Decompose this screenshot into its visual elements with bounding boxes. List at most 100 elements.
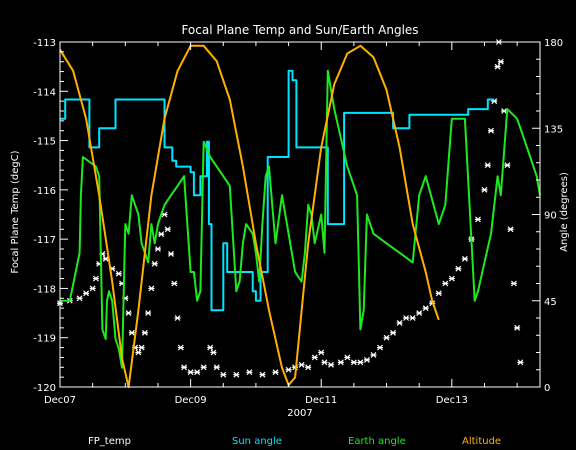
data-point-fp-temp <box>135 349 142 356</box>
data-point-fp-temp <box>455 265 462 272</box>
data-point-fp-temp <box>484 162 491 169</box>
data-point-fp-temp <box>363 356 370 363</box>
data-point-fp-temp <box>510 280 517 287</box>
data-point-fp-temp <box>377 344 383 351</box>
y-tick-label: -120 <box>33 383 56 394</box>
data-point-fp-temp <box>350 359 357 366</box>
data-point-fp-temp <box>403 315 410 321</box>
data-point-fp-temp <box>311 354 318 361</box>
data-point-fp-temp <box>504 162 511 169</box>
data-point-fp-temp <box>442 280 449 287</box>
data-point-fp-temp <box>435 290 442 297</box>
data-point-fp-temp <box>207 344 214 351</box>
data-point-fp-temp <box>83 290 90 297</box>
data-point-fp-temp <box>128 329 135 336</box>
x-tick-label: Dec07 <box>44 395 76 406</box>
data-point-fp-temp <box>501 108 508 114</box>
axes-layer: Dec07 Dec09 Dec11 Dec13 -113 -114 -115 -116 -117… <box>33 38 563 406</box>
data-point-fp-temp <box>259 371 266 378</box>
chart-title: Focal Plane Temp and Sun/Earth Angles <box>181 23 418 37</box>
data-point-fp-temp <box>344 354 351 361</box>
legend-item-earth-angle: Earth angle <box>348 436 406 447</box>
data-point-fp-temp <box>187 369 194 376</box>
y2-tick-label: 90 <box>544 211 557 222</box>
legend-item-sun-angle: Sun angle <box>232 436 282 447</box>
data-point-fp-temp <box>154 246 161 252</box>
y-axis-label: Focal Plane Temp (degC) <box>10 150 21 273</box>
series-altitude <box>59 44 440 388</box>
data-point-fp-temp <box>461 255 468 262</box>
data-point-fp-temp <box>305 364 312 371</box>
y-tick-label: -113 <box>33 38 56 49</box>
data-point-fp-temp <box>514 324 521 331</box>
data-point-fp-temp <box>138 344 145 351</box>
data-point-fp-temp <box>370 352 377 358</box>
data-point-fp-temp <box>474 216 481 223</box>
x-tick-label: Dec11 <box>305 395 337 406</box>
data-point-fp-temp <box>148 285 155 292</box>
y-tick-label: -116 <box>33 186 56 197</box>
data-point-fp-temp <box>115 270 122 277</box>
series-earth-angle <box>60 69 541 369</box>
data-point-fp-temp <box>168 251 175 257</box>
series-line-earth-angle <box>60 69 541 369</box>
data-point-fp-temp <box>171 280 178 287</box>
y2-tick-label: 45 <box>544 297 557 308</box>
data-point-fp-temp <box>174 315 181 321</box>
y2-axis-label: Angle (degrees) <box>559 172 570 252</box>
data-point-fp-temp <box>298 361 305 368</box>
series-line-altitude <box>59 44 440 388</box>
data-point-fp-temp <box>141 329 148 336</box>
data-point-fp-temp <box>409 315 416 321</box>
y-tick-label: -114 <box>33 87 56 98</box>
y-tick-label: -118 <box>33 284 56 295</box>
series-layer <box>57 39 541 388</box>
x-axis-label: 2007 <box>287 408 312 419</box>
data-point-fp-temp <box>285 366 292 373</box>
data-point-fp-temp <box>488 127 495 134</box>
data-point-fp-temp <box>200 364 207 371</box>
data-point-fp-temp <box>125 310 132 316</box>
data-point-fp-temp <box>177 344 184 351</box>
data-point-fp-temp <box>164 226 171 233</box>
data-point-fp-temp <box>151 260 158 267</box>
data-point-fp-temp <box>272 369 279 376</box>
data-point-fp-temp <box>481 186 488 193</box>
data-point-fp-temp <box>89 285 96 292</box>
data-point-fp-temp <box>396 320 403 326</box>
data-point-fp-temp <box>92 275 99 282</box>
data-point-fp-temp <box>328 361 335 368</box>
data-point-fp-temp <box>448 275 455 282</box>
data-point-fp-temp <box>507 226 514 233</box>
data-point-fp-temp <box>220 371 227 378</box>
data-point-fp-temp <box>213 364 220 371</box>
data-point-fp-temp <box>76 295 83 302</box>
data-point-fp-temp <box>497 58 504 65</box>
data-point-fp-temp <box>233 371 240 378</box>
data-point-fp-temp <box>390 329 397 336</box>
data-point-fp-temp <box>494 63 501 70</box>
y2-tick-label: 135 <box>544 124 563 135</box>
data-point-fp-temp <box>422 305 429 312</box>
data-point-fp-temp <box>194 369 201 376</box>
x-tick-label: Dec13 <box>436 395 468 406</box>
y2-tick-label: 180 <box>544 38 563 49</box>
data-point-fp-temp <box>321 359 328 366</box>
data-point-fp-temp <box>145 310 152 316</box>
data-point-fp-temp <box>337 359 344 366</box>
x-tick-label: Dec09 <box>175 395 207 406</box>
y-tick-label: -117 <box>33 235 56 246</box>
data-point-fp-temp <box>357 359 364 366</box>
data-point-fp-temp <box>416 310 423 316</box>
legend-item-altitude: Altitude <box>462 436 501 447</box>
data-point-fp-temp <box>158 231 165 238</box>
legend-item-fp-temp: FP_temp <box>88 436 131 447</box>
y-tick-label: -115 <box>33 137 56 148</box>
y-tick-label: -119 <box>33 334 56 345</box>
data-point-fp-temp <box>517 359 524 366</box>
data-point-fp-temp <box>210 349 217 356</box>
data-point-fp-temp <box>102 255 109 262</box>
data-point-fp-temp <box>383 334 390 341</box>
y2-tick-label: 0 <box>544 383 550 394</box>
